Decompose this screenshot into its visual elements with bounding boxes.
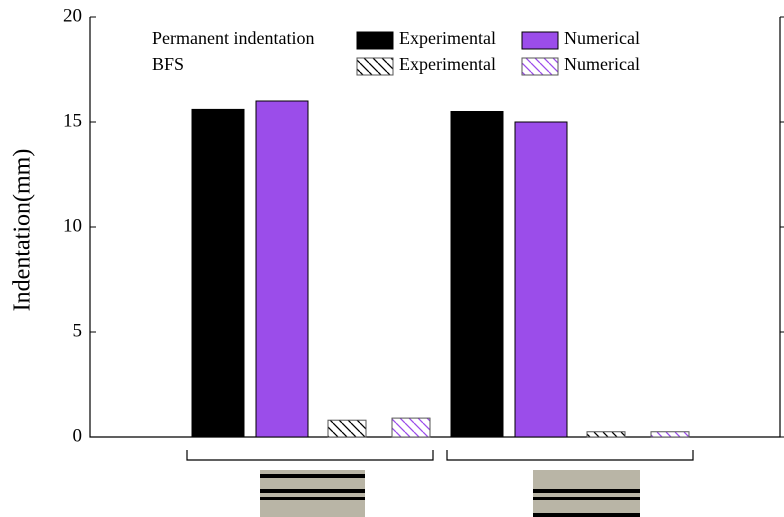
specimen-image <box>260 470 365 517</box>
bar <box>450 111 504 438</box>
legend-swatch <box>356 31 394 50</box>
legend-group-label: BFS <box>152 54 184 74</box>
y-axis-label: Indentation(mm) <box>10 149 36 312</box>
group-bracket <box>446 450 694 461</box>
y-tick-label: 20 <box>63 5 82 26</box>
bar <box>514 121 568 438</box>
bar <box>255 100 309 438</box>
bar <box>391 417 431 438</box>
legend-swatch <box>521 57 559 76</box>
legend-label: Experimental <box>399 54 496 74</box>
legend-group-label: Permanent indentation <box>152 28 314 48</box>
legend-swatch <box>521 31 559 50</box>
bar <box>327 419 367 438</box>
legend-label: Numerical <box>564 54 640 74</box>
bar <box>191 108 245 438</box>
legend-label: Experimental <box>399 28 496 48</box>
bar <box>586 431 626 438</box>
legend-swatch <box>356 57 394 76</box>
y-tick-label: 5 <box>73 320 83 341</box>
specimen-image <box>533 470 640 517</box>
y-tick-label: 15 <box>63 110 82 131</box>
bar <box>650 431 690 438</box>
group-bracket <box>186 450 434 461</box>
y-tick-label: 0 <box>73 425 83 446</box>
legend-label: Numerical <box>564 28 640 48</box>
y-tick-label: 10 <box>63 215 82 236</box>
